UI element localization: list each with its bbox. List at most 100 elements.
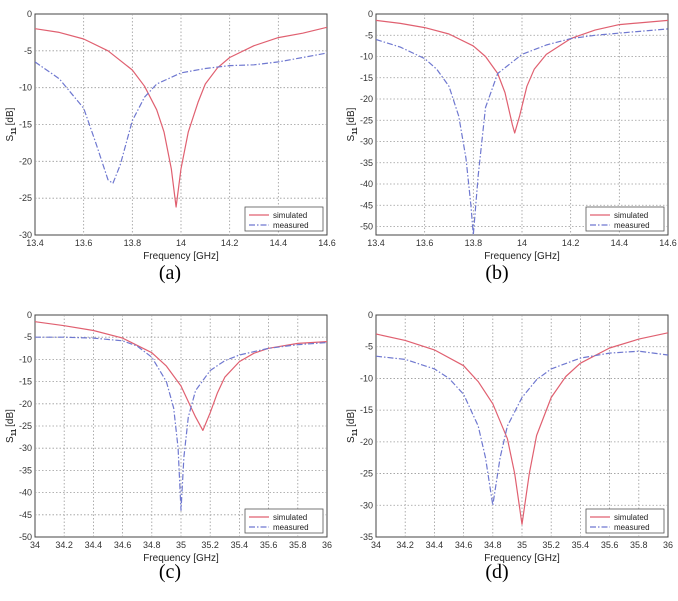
legend-label-simulated: simulated [614,513,648,522]
y-axis-label: S11 [dB] [346,409,359,443]
x-axis-label: Frequency [GHz] [484,251,560,262]
x-tick-label: 34.8 [143,540,161,550]
series-measured-line [376,28,668,235]
y-tick-label: -15 [360,405,373,415]
x-tick-label: 14.2 [562,238,580,248]
y-axis-label-main: S [5,134,16,141]
x-tick-label: 34.8 [484,540,502,550]
series-measured-line [376,350,668,506]
y-tick-label: -15 [19,377,32,387]
y-tick-label: -5 [24,332,32,342]
y-tick-label: -40 [360,179,373,189]
y-tick-label: -30 [19,443,32,453]
legend-label-simulated: simulated [273,513,307,522]
y-axis-label-sub: 11 [11,127,18,135]
y-tick-label: -20 [360,437,373,447]
legend-label-simulated: simulated [614,211,648,220]
y-tick-label: -10 [360,52,373,62]
x-tick-label: 34 [30,540,40,550]
x-axis-label: Frequency [GHz] [484,553,560,564]
y-tick-label: -50 [360,222,373,232]
x-tick-label: 36 [322,540,332,550]
y-tick-label: -20 [360,94,373,104]
y-axis-label: S11 [dB] [346,107,359,141]
series-simulated-line [35,26,327,208]
legend-box [585,508,665,534]
y-axis-label: S11 [dB] [5,409,18,443]
y-tick-label: 0 [368,9,373,19]
chart-caption: (c) [158,561,182,583]
y-axis-label: S11 [dB] [5,107,18,141]
legend-box [244,508,324,534]
x-tick-label: 13.4 [367,238,385,248]
y-axis-label-unit: [dB] [346,107,357,125]
x-tick-label: 35 [517,540,527,550]
chart-caption: (d) [485,561,509,583]
plot-area [34,13,328,236]
chart-caption: (a) [158,262,182,284]
y-tick-label: -30 [360,500,373,510]
series-simulated-line [35,321,327,431]
y-tick-label: -15 [19,120,32,130]
legend-label-measured: measured [273,221,309,230]
x-tick-label: 36 [663,540,673,550]
x-tick-label: 13.6 [416,238,434,248]
y-tick-label: -35 [19,465,32,475]
x-tick-label: 14.4 [611,238,629,248]
y-tick-label: -30 [360,137,373,147]
x-tick-label: 34 [371,540,381,550]
y-tick-label: -15 [360,73,373,83]
x-tick-label: 13.8 [465,238,483,248]
x-tick-label: 35.8 [630,540,648,550]
y-tick-label: -35 [360,158,373,168]
y-axis-label-unit: [dB] [5,107,16,125]
y-tick-label: -10 [19,83,32,93]
x-tick-label: 35.6 [601,540,619,550]
x-tick-label: 34.4 [85,540,103,550]
series-measured-line [35,336,327,511]
y-tick-label: -25 [19,193,32,203]
series-simulated-line [376,332,668,525]
x-tick-label: 34.6 [455,540,473,550]
legend-label-measured: measured [614,523,650,532]
y-tick-label: -45 [19,510,32,520]
legend-box [244,206,324,232]
x-tick-label: 14 [176,238,186,248]
y-tick-label: -25 [19,421,32,431]
series-measured-line [35,52,327,184]
x-tick-label: 35 [176,540,186,550]
x-tick-label: 14.6 [318,238,336,248]
x-tick-label: 35.4 [572,540,590,550]
x-tick-label: 35.2 [201,540,219,550]
x-tick-label: 13.4 [26,238,44,248]
y-tick-label: -5 [365,30,373,40]
y-tick-label: -30 [19,230,32,240]
legend-box [585,206,665,232]
plot-area [375,314,669,538]
y-axis-label-sub: 11 [352,429,359,437]
y-axis-label-sub: 11 [352,127,359,135]
x-tick-label: 14 [517,238,527,248]
legend-label-simulated: simulated [273,211,307,220]
y-tick-label: -5 [365,342,373,352]
x-axis-label: Frequency [GHz] [143,251,219,262]
x-tick-label: 34.2 [396,540,414,550]
x-tick-label: 14.2 [221,238,239,248]
y-tick-label: -20 [19,399,32,409]
x-tick-label: 35.8 [289,540,307,550]
y-tick-label: -20 [19,156,32,166]
x-tick-label: 35.6 [260,540,278,550]
x-tick-label: 34.6 [114,540,132,550]
legend-label-measured: measured [614,221,650,230]
series-simulated-line [376,19,668,134]
x-axis-label: Frequency [GHz] [143,553,219,564]
y-tick-label: -10 [360,373,373,383]
